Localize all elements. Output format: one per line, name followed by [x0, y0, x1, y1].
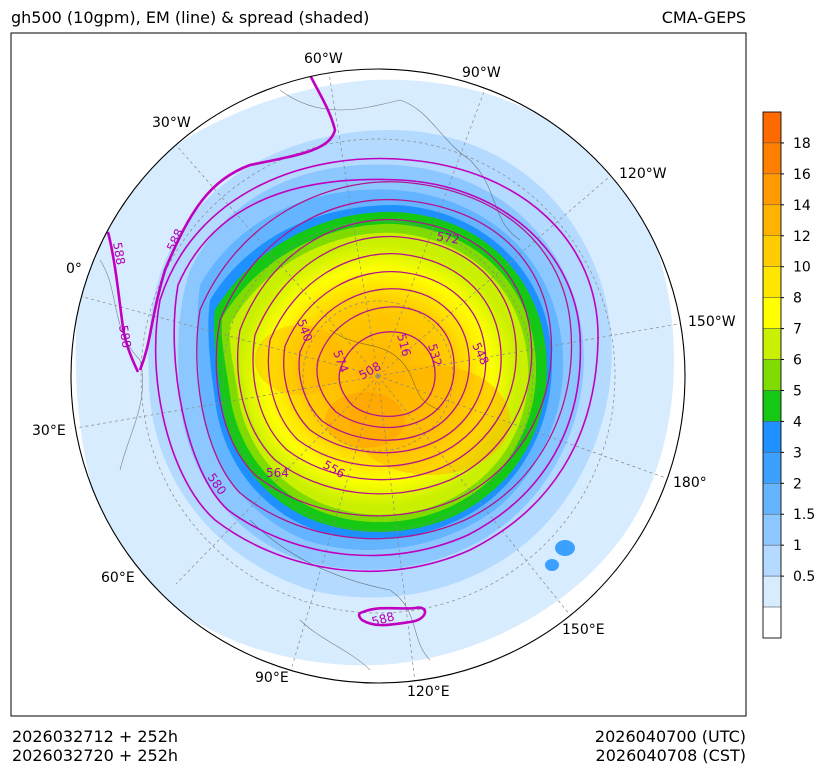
- lon-label: 120°E: [407, 684, 450, 700]
- em-contours-outer: [154, 157, 599, 573]
- colorbar-frame: [762, 111, 782, 639]
- colorbar-swatch: [762, 142, 782, 175]
- colorbar-tick-label: 16: [793, 167, 811, 183]
- colorbar-tick-label: 8: [793, 291, 802, 307]
- colorbar-swatch: [762, 606, 782, 639]
- colorbar-tick-label: 7: [793, 322, 802, 338]
- colorbar-swatch: [762, 111, 782, 144]
- colorbar-tick-label: 5: [793, 383, 802, 399]
- model-name: CMA-GEPS: [661, 8, 746, 27]
- lon-label: 150°W: [688, 314, 736, 330]
- colorbar-tick-label: 12: [793, 229, 811, 245]
- colorbar-swatch: [762, 452, 782, 484]
- colorbar-swatch: [762, 421, 782, 453]
- init-time-utc: 2026032712 + 252h: [12, 727, 179, 746]
- colorbar-swatch: [762, 204, 782, 237]
- contour-label: 516: [394, 332, 413, 358]
- colorbar-swatch: [762, 390, 782, 422]
- contour-label: 572: [435, 229, 460, 247]
- colorbar-tick-label: 4: [793, 414, 802, 430]
- lon-label: 120°W: [619, 166, 667, 182]
- contour-label: 564: [266, 466, 289, 480]
- footer-left: 2026032712 + 252h 2026032720 + 252h: [12, 727, 178, 765]
- colorbar-swatch: [762, 483, 782, 515]
- chart-title: gh500 (10gpm), EM (line) & spread (shade…: [11, 8, 370, 27]
- init-time-cst: 2026032720 + 252h: [12, 746, 179, 765]
- colorbar-swatch: [762, 173, 782, 206]
- colorbar-tick-label: 1.5: [793, 507, 815, 523]
- em-contours: [196, 181, 573, 540]
- map-boundary: [70, 68, 686, 684]
- colorbar-swatch: [762, 513, 782, 546]
- lon-label: 180°: [673, 475, 707, 491]
- longitude-labels: 60°W 90°W 30°W 120°W 0° 150°W 30°E 180° …: [32, 51, 736, 700]
- colorbar: 18 16 14 12 10 8 7 6 5 4 3 2 1.5 1 0.5: [762, 111, 815, 639]
- contour-label: 588: [116, 324, 134, 349]
- colorbar-swatch: [762, 235, 782, 267]
- colorbar-tick-label: 3: [793, 445, 802, 461]
- coastlines: [99, 89, 521, 671]
- colorbar-tick-label: 0.5: [793, 569, 815, 585]
- contour-label: 588: [110, 241, 128, 266]
- contour-label: 532: [425, 342, 444, 368]
- colorbar-tick-label: 1: [793, 538, 802, 554]
- colorbar-tick-label: 2: [793, 476, 802, 492]
- colorbar-swatch: [762, 297, 782, 329]
- map-frame: [10, 32, 747, 717]
- colorbar-tick-label: 18: [793, 136, 811, 152]
- lon-label: 60°E: [101, 570, 135, 586]
- contour-label: 588: [370, 609, 396, 628]
- colorbar-swatch: [762, 328, 782, 360]
- colorbar-tick-label: 10: [793, 260, 811, 276]
- colorbar-swatch: [762, 544, 782, 577]
- lon-label: 90°W: [462, 65, 501, 81]
- colorbar-swatch: [762, 575, 782, 608]
- colorbar-tick-label: 14: [793, 198, 811, 214]
- lon-label: 30°W: [152, 115, 191, 131]
- lon-label: 90°E: [255, 670, 289, 686]
- lon-label: 60°W: [304, 51, 343, 67]
- valid-time-cst: 2026040708 (CST): [595, 746, 746, 765]
- valid-time-utc: 2026040700 (UTC): [594, 727, 746, 746]
- colorbar-tick-label: 6: [793, 353, 802, 369]
- colorbar-swatch: [762, 359, 782, 391]
- colorbar-swatch: [762, 266, 782, 298]
- em-588-contours: [106, 74, 427, 627]
- lon-label: 0°: [66, 261, 82, 277]
- footer-right: 2026040700 (UTC) 2026040708 (CST): [595, 727, 746, 765]
- lon-label: 30°E: [32, 423, 66, 439]
- lon-label: 150°E: [562, 622, 605, 638]
